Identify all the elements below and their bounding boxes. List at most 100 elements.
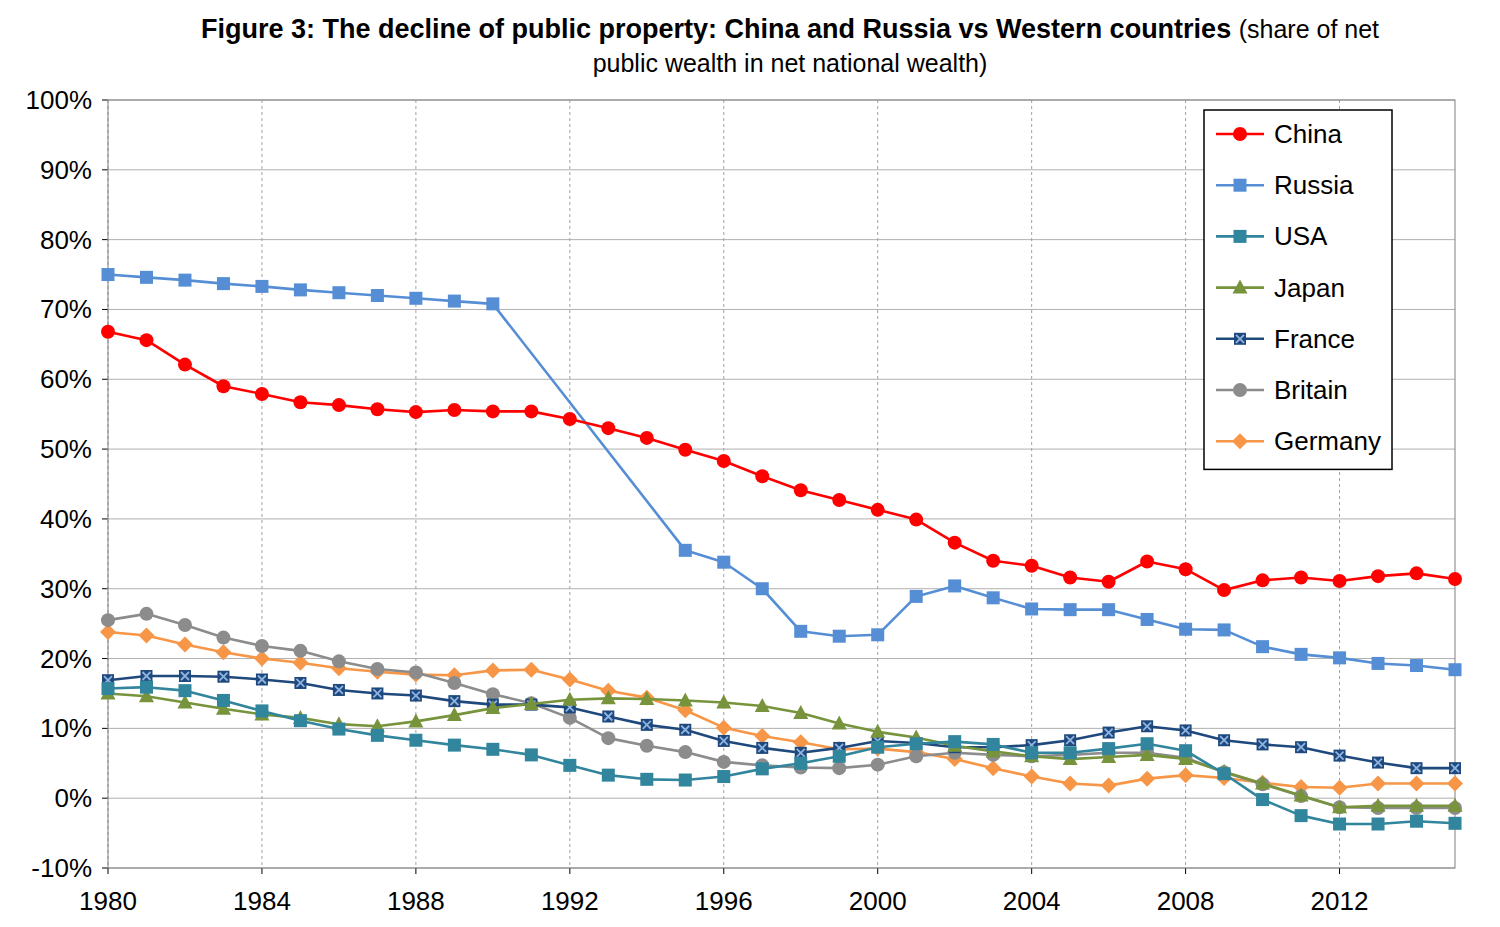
marker-box	[1449, 762, 1461, 774]
data-point	[409, 405, 423, 419]
marker-box	[1141, 720, 1153, 732]
y-tick	[102, 379, 108, 380]
y-tick-label: 0%	[54, 783, 92, 813]
data-point	[1371, 798, 1386, 812]
data-point	[371, 687, 383, 699]
data-point	[641, 719, 653, 731]
y-tick-label: 100%	[26, 85, 93, 115]
x-tick-label: 1992	[541, 886, 599, 916]
data-point	[640, 739, 654, 753]
data-point	[602, 710, 614, 722]
data-point	[870, 724, 885, 738]
data-point	[1255, 776, 1270, 790]
data-point	[1179, 744, 1192, 757]
data-point	[909, 513, 923, 527]
data-point	[987, 591, 1000, 604]
marker-cross	[643, 721, 651, 729]
data-point	[562, 692, 577, 706]
data-point	[679, 544, 692, 557]
data-point	[678, 692, 693, 706]
data-point	[1024, 769, 1040, 785]
data-point	[217, 671, 229, 683]
marker-cross	[219, 673, 227, 681]
marker-box	[1372, 757, 1384, 769]
data-point	[485, 700, 500, 714]
y-grid-line	[108, 588, 1455, 589]
marker-box	[1064, 734, 1076, 746]
data-point	[139, 607, 153, 621]
y-grid-line	[108, 798, 1455, 799]
data-point	[485, 662, 501, 678]
data-point	[102, 682, 115, 695]
data-point	[1064, 734, 1076, 746]
data-point	[1102, 742, 1115, 755]
marker-cross	[142, 672, 150, 680]
plot-frame	[108, 100, 1455, 868]
marker-box	[448, 695, 460, 707]
marker-cross	[1336, 752, 1344, 760]
x-tick-label: 1980	[79, 886, 137, 916]
data-point	[1179, 562, 1193, 576]
y-tick-label: 30%	[40, 574, 92, 604]
marker-box	[1234, 333, 1246, 345]
marker-cross	[1182, 726, 1190, 734]
data-point	[1064, 746, 1077, 759]
data-point	[601, 690, 616, 704]
data-point	[217, 277, 230, 290]
data-point	[793, 705, 808, 719]
data-point	[910, 737, 923, 750]
marker-cross	[1374, 759, 1382, 767]
y-tick-label: 20%	[40, 644, 92, 674]
data-point	[1140, 554, 1154, 568]
data-point	[524, 696, 539, 710]
data-point	[948, 735, 961, 748]
data-point	[1448, 798, 1463, 812]
data-point	[678, 443, 692, 457]
x-grid-line	[569, 100, 570, 868]
legend-label: Japan	[1274, 273, 1345, 303]
data-point	[640, 773, 653, 786]
legend-label: France	[1274, 324, 1355, 354]
marker-box	[1295, 741, 1307, 753]
data-point	[1410, 815, 1423, 828]
data-point	[1025, 602, 1038, 615]
legend-label: USA	[1274, 221, 1328, 251]
data-point	[1372, 657, 1385, 670]
x-grid-line	[415, 100, 416, 868]
data-point	[1447, 776, 1463, 792]
data-point	[293, 395, 307, 409]
marker-box	[217, 671, 229, 683]
data-point	[871, 503, 885, 517]
x-tick-label: 1984	[233, 886, 291, 916]
data-point	[101, 325, 115, 339]
data-point	[1179, 623, 1192, 636]
data-point	[832, 493, 846, 507]
y-tick	[102, 309, 108, 310]
data-point	[216, 379, 230, 393]
data-point	[447, 403, 461, 417]
data-point	[756, 742, 768, 754]
series-line	[108, 687, 1455, 824]
x-tick	[1031, 868, 1032, 874]
marker-cross	[1220, 736, 1228, 744]
data-point	[716, 695, 731, 709]
data-point	[871, 628, 884, 641]
marker-box	[371, 687, 383, 699]
data-point	[679, 774, 692, 787]
data-point	[1256, 793, 1269, 806]
x-tick-label: 2008	[1157, 886, 1215, 916]
data-point	[870, 741, 886, 757]
legend-label: China	[1274, 119, 1342, 149]
data-point	[1333, 651, 1346, 664]
data-point	[178, 358, 192, 372]
data-point	[1448, 572, 1462, 586]
data-point	[1256, 640, 1269, 653]
data-point	[755, 698, 770, 712]
data-point	[1372, 818, 1385, 831]
data-point	[1180, 724, 1192, 736]
series	[102, 681, 1462, 831]
marker-box	[1334, 750, 1346, 762]
marker-cross	[335, 686, 343, 694]
marker-cross	[1066, 736, 1074, 744]
marker-cross	[1105, 729, 1113, 737]
